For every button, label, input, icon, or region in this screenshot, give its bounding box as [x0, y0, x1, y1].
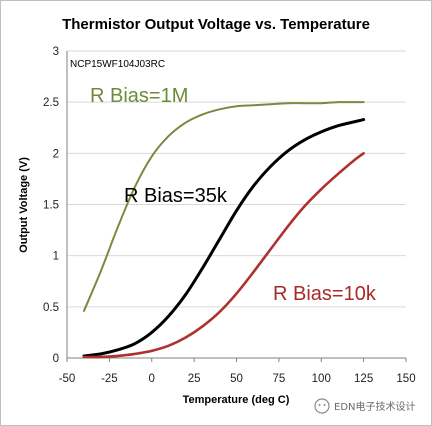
series-line-10k	[82, 152, 365, 359]
chart-title: Thermistor Output Voltage vs. Temperatur…	[62, 16, 370, 33]
x-tick-label: -50	[59, 373, 76, 385]
series-line-1m	[82, 101, 365, 312]
x-axis-label: Temperature (deg C)	[183, 394, 290, 406]
x-tick-label: -25	[101, 373, 118, 385]
y-tick-label: 0.5	[43, 302, 59, 314]
x-tick-label: 100	[312, 373, 331, 385]
series-label-35k: R Bias=35k	[124, 185, 228, 207]
series-label-1m: R Bias=1M	[90, 85, 188, 107]
x-tick-label: 0	[149, 373, 155, 385]
series-label-10k: R Bias=10k	[273, 283, 377, 305]
y-tick-label: 2.5	[43, 97, 59, 109]
y-axis-label: Output Voltage (V)	[18, 157, 30, 253]
wechat-icon	[314, 398, 330, 414]
y-tick-label: 2	[53, 148, 59, 160]
series-line-35k	[82, 118, 366, 358]
y-tick-label: 0	[53, 353, 59, 365]
x-tick-label: 150	[396, 373, 415, 385]
y-tick-label: 1.5	[43, 200, 59, 212]
y-tick-label: 3	[53, 46, 59, 58]
watermark-text: EDN电子技术设计	[334, 400, 416, 413]
x-tick-label: 125	[354, 373, 373, 385]
chart-subtitle: NCP15WF104J03RC	[70, 59, 165, 70]
x-tick-label: 25	[188, 373, 201, 385]
x-tick-label: 75	[272, 373, 285, 385]
watermark: EDN电子技术设计	[314, 398, 416, 414]
y-tick-label: 1	[53, 251, 59, 263]
x-tick-label: 50	[230, 373, 243, 385]
